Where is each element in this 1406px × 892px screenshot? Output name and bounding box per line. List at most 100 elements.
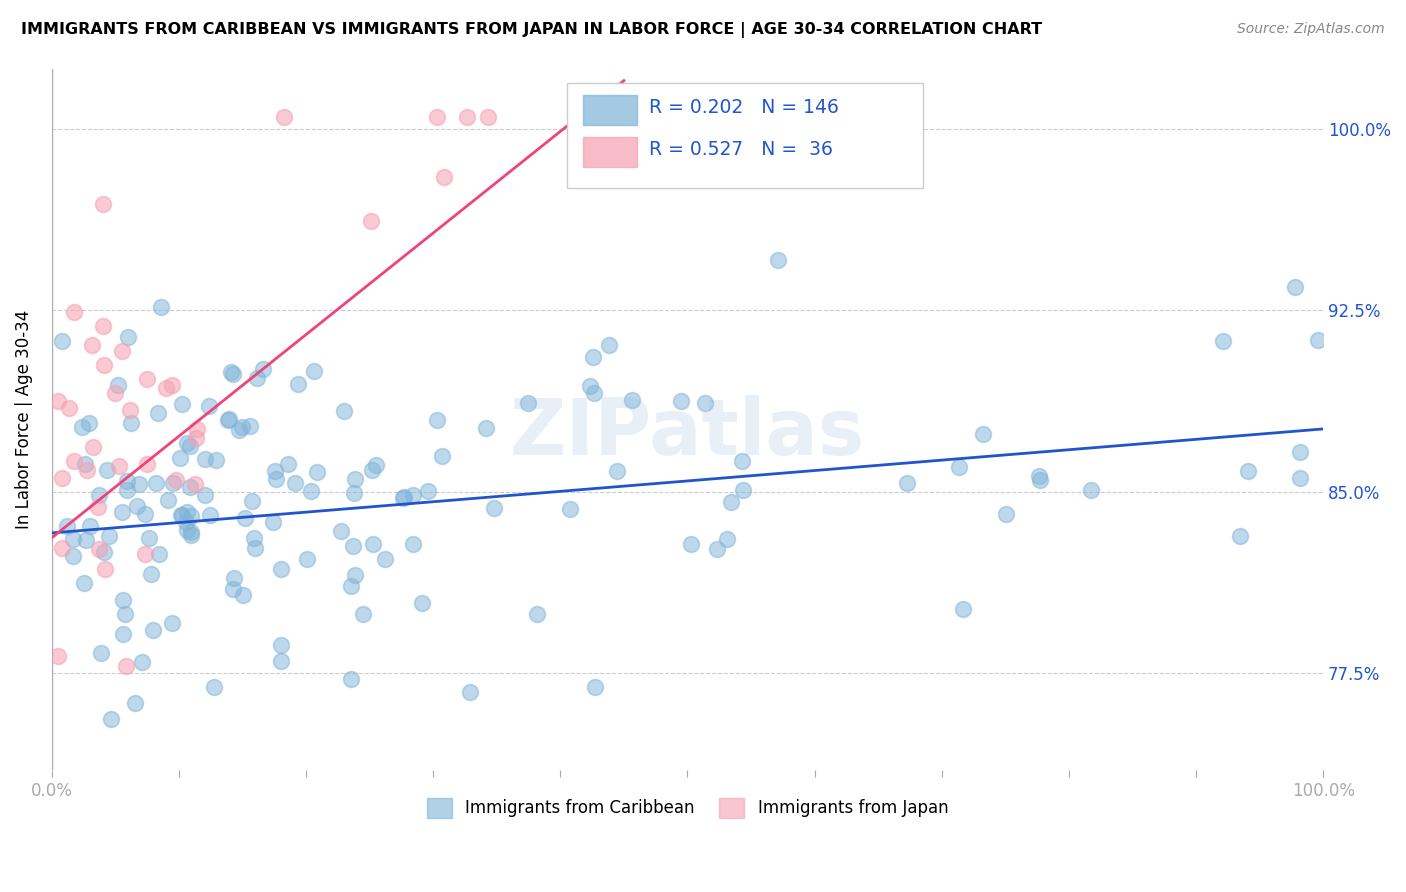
Point	[112, 626, 135, 640]
Point	[1284, 280, 1306, 294]
Point	[731, 454, 754, 468]
Point	[142, 623, 165, 637]
Point	[578, 378, 600, 392]
Point	[270, 638, 292, 652]
Point	[1080, 483, 1102, 497]
Point	[352, 607, 374, 622]
Point	[340, 672, 363, 686]
Point	[477, 110, 499, 124]
Point	[174, 515, 197, 529]
Point	[1289, 470, 1312, 484]
Point	[186, 422, 208, 436]
Point	[89, 488, 111, 502]
Point	[170, 508, 193, 522]
Point	[134, 547, 156, 561]
Point	[768, 252, 790, 267]
Point	[475, 420, 498, 434]
Point	[295, 552, 318, 566]
Point	[160, 615, 183, 630]
Point	[273, 110, 295, 124]
Point	[219, 365, 242, 379]
Point	[91, 318, 114, 333]
Point	[669, 393, 692, 408]
Point	[598, 337, 620, 351]
Point	[374, 552, 396, 566]
FancyBboxPatch shape	[567, 83, 922, 188]
Point	[948, 460, 970, 475]
Point	[360, 463, 382, 477]
Point	[246, 371, 269, 385]
Point	[56, 519, 79, 533]
Point	[1028, 469, 1050, 483]
Point	[731, 483, 754, 497]
Point	[952, 601, 974, 615]
Point	[456, 110, 478, 124]
Point	[217, 413, 239, 427]
Point	[96, 463, 118, 477]
Point	[243, 532, 266, 546]
Point	[104, 385, 127, 400]
Point	[583, 680, 606, 694]
Point	[606, 464, 628, 478]
Point	[222, 582, 245, 596]
Point	[80, 338, 103, 352]
Point	[114, 658, 136, 673]
Legend: Immigrants from Caribbean, Immigrants from Japan: Immigrants from Caribbean, Immigrants fr…	[420, 791, 955, 825]
Point	[299, 484, 322, 499]
Point	[233, 510, 256, 524]
Point	[73, 575, 96, 590]
Point	[127, 499, 149, 513]
Point	[228, 423, 250, 437]
Point	[136, 372, 159, 386]
Text: R = 0.527   N =  36: R = 0.527 N = 36	[650, 140, 834, 160]
Point	[360, 214, 382, 228]
Point	[111, 343, 134, 358]
Point	[1236, 464, 1258, 478]
Point	[222, 571, 245, 585]
Point	[108, 458, 131, 473]
Point	[198, 508, 221, 523]
Point	[681, 537, 703, 551]
Point	[124, 696, 146, 710]
Point	[89, 542, 111, 557]
Point	[139, 566, 162, 581]
Point	[138, 531, 160, 545]
Point	[180, 508, 202, 523]
Text: IMMIGRANTS FROM CARIBBEAN VS IMMIGRANTS FROM JAPAN IN LABOR FORCE | AGE 30-34 CO: IMMIGRANTS FROM CARIBBEAN VS IMMIGRANTS …	[21, 22, 1042, 38]
Point	[343, 568, 366, 582]
Point	[264, 464, 287, 478]
Point	[169, 450, 191, 465]
Point	[896, 476, 918, 491]
Point	[48, 393, 70, 408]
Point	[287, 377, 309, 392]
Point	[184, 431, 207, 445]
Y-axis label: In Labor Force | Age 30-34: In Labor Force | Age 30-34	[15, 310, 32, 529]
Point	[93, 562, 115, 576]
Point	[252, 361, 274, 376]
Point	[517, 395, 540, 409]
Point	[75, 533, 97, 548]
Point	[270, 653, 292, 667]
Point	[558, 502, 581, 516]
Point	[716, 532, 738, 546]
Point	[75, 458, 97, 472]
Point	[134, 507, 156, 521]
Point	[118, 403, 141, 417]
Point	[145, 475, 167, 490]
Point	[165, 473, 187, 487]
Point	[621, 392, 644, 407]
Point	[582, 350, 605, 364]
Point	[76, 462, 98, 476]
Point	[333, 404, 356, 418]
Point	[111, 593, 134, 607]
Point	[392, 490, 415, 504]
Point	[176, 523, 198, 537]
Point	[62, 549, 84, 563]
Point	[179, 480, 201, 494]
Text: ZIPatlas: ZIPatlas	[510, 395, 865, 471]
Point	[411, 595, 433, 609]
Point	[720, 494, 742, 508]
Point	[117, 483, 139, 497]
Text: R = 0.202   N = 146: R = 0.202 N = 146	[650, 98, 839, 118]
Point	[128, 477, 150, 491]
